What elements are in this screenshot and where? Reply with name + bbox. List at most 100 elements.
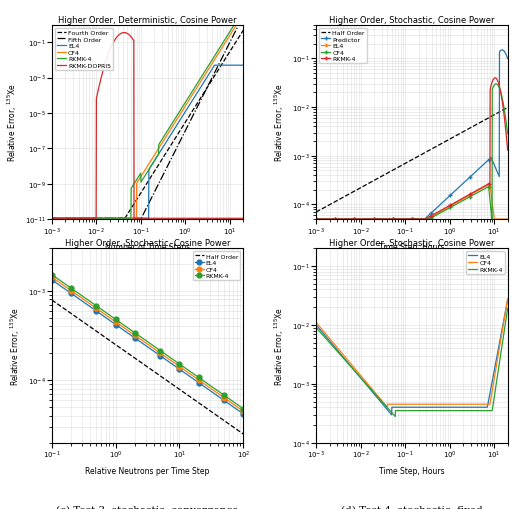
CF4 <box>313 216 319 222</box>
Fourth Order <box>194 101 200 107</box>
RKMK-4 <box>392 414 398 420</box>
X-axis label: Relative Neutrons per Time Step: Relative Neutrons per Time Step <box>85 466 210 475</box>
RKMK-4 <box>194 81 200 88</box>
Half Order <box>99 333 106 339</box>
Legend: Half Order, EL4, CF4, RKMK-4: Half Order, EL4, CF4, RKMK-4 <box>193 252 240 281</box>
EL4 <box>505 297 511 303</box>
Text: (c) Test 3, stochastic, convergence
with neutrons: (c) Test 3, stochastic, convergence with… <box>56 505 239 509</box>
EL4 <box>478 186 484 192</box>
Line: Half Order: Half Order <box>316 108 508 213</box>
X-axis label: Time Step, Hours: Time Step, Hours <box>379 466 444 475</box>
EL4 <box>424 404 430 410</box>
RKMK-4 <box>240 8 247 14</box>
RKMK-4 <box>505 306 511 312</box>
Text: (a) Test 1, deterministic: (a) Test 1, deterministic <box>84 281 210 291</box>
Legend: Half Order, Predictor, EL4, CF4, RKMK-4: Half Order, Predictor, EL4, CF4, RKMK-4 <box>319 29 367 64</box>
RKMK-4 <box>458 408 465 414</box>
Predictor <box>429 209 436 215</box>
Fourth Order <box>213 70 220 76</box>
CF4 <box>240 408 247 414</box>
CF4 <box>49 274 55 280</box>
Predictor <box>424 214 430 220</box>
CF4 <box>176 364 182 370</box>
EL4 <box>132 335 138 342</box>
RKMK-4 <box>325 216 331 222</box>
CF4 <box>424 402 430 408</box>
Fourth Order <box>240 28 247 34</box>
CF4 <box>424 216 430 222</box>
EL4 <box>487 181 493 187</box>
RKMK-4 <box>132 330 138 336</box>
RKMK-DOPRI5 <box>240 216 247 222</box>
RKMK-4 <box>505 148 511 154</box>
RKMK-4 <box>196 375 202 381</box>
Line: EL4: EL4 <box>316 300 508 415</box>
Predictor <box>435 204 441 210</box>
Fifth Order <box>240 13 247 19</box>
RKMK-4 <box>424 215 430 221</box>
EL4 <box>221 398 227 404</box>
RKMK-4 <box>49 272 55 278</box>
Line: RKMK-DOPRI5: RKMK-DOPRI5 <box>52 34 243 219</box>
EL4 <box>505 216 511 222</box>
Predictor <box>458 183 465 189</box>
EL4 <box>429 214 436 220</box>
RKMK-4 <box>429 408 436 414</box>
EL4 <box>325 216 331 222</box>
EL4 <box>160 145 166 151</box>
CF4 <box>61 216 67 222</box>
EL4 <box>478 404 484 410</box>
EL4 <box>171 128 177 134</box>
Line: RKMK-4: RKMK-4 <box>314 76 510 222</box>
Half Order <box>56 303 63 309</box>
EL4 <box>49 277 55 284</box>
Predictor <box>505 56 511 63</box>
Line: RKMK-4: RKMK-4 <box>52 11 243 219</box>
Predictor <box>313 216 319 222</box>
RKMK-4 <box>61 216 67 222</box>
CF4 <box>429 402 436 408</box>
Line: Predictor: Predictor <box>314 48 510 222</box>
Fifth Order <box>194 105 200 111</box>
CF4 <box>157 350 163 356</box>
RKMK-4 <box>160 135 166 142</box>
CF4 <box>171 122 177 128</box>
Fifth Order <box>165 163 171 169</box>
EL4 <box>325 336 331 342</box>
Line: CF4: CF4 <box>52 15 243 219</box>
RKMK-4 <box>313 216 319 222</box>
Fifth Order <box>171 151 177 157</box>
CF4 <box>313 320 319 326</box>
RKMK-4 <box>221 392 227 399</box>
Half Order <box>240 431 247 437</box>
RKMK-DOPRI5 <box>61 216 67 222</box>
EL4 <box>388 412 395 418</box>
RKMK-DOPRI5 <box>194 216 200 222</box>
Fourth Order <box>61 216 67 222</box>
Title: Higher Order, Stochastic, Cosine Power: Higher Order, Stochastic, Cosine Power <box>329 16 495 24</box>
CF4 <box>196 377 202 383</box>
EL4 <box>424 216 430 222</box>
RKMK-4 <box>213 50 220 56</box>
RKMK-4 <box>478 408 484 414</box>
Legend: Fourth Order, Fifth Order, EL4, CF4, RKMK-4, RKMK-DOPRI5: Fourth Order, Fifth Order, EL4, CF4, RKM… <box>55 29 113 71</box>
Fourth Order <box>160 155 166 161</box>
RKMK-4 <box>435 408 441 414</box>
Line: EL4: EL4 <box>49 278 246 416</box>
CF4 <box>221 395 227 401</box>
RKMK-DOPRI5 <box>214 216 220 222</box>
Line: Half Order: Half Order <box>52 300 243 434</box>
RKMK-4 <box>478 186 484 192</box>
Y-axis label: Relative Error, $^{135}$Xe: Relative Error, $^{135}$Xe <box>9 306 22 385</box>
RKMK-4 <box>165 127 171 133</box>
EL4 <box>112 322 119 328</box>
RKMK-DOPRI5 <box>171 216 177 222</box>
Fourth Order <box>171 138 177 145</box>
Y-axis label: Relative Error, $^{135}$Xe: Relative Error, $^{135}$Xe <box>6 83 19 162</box>
EL4 <box>458 197 465 204</box>
EL4 <box>435 404 441 410</box>
EL4 <box>165 137 171 143</box>
EL4 <box>240 411 247 417</box>
Half Order <box>435 143 441 149</box>
Line: EL4: EL4 <box>314 182 510 222</box>
